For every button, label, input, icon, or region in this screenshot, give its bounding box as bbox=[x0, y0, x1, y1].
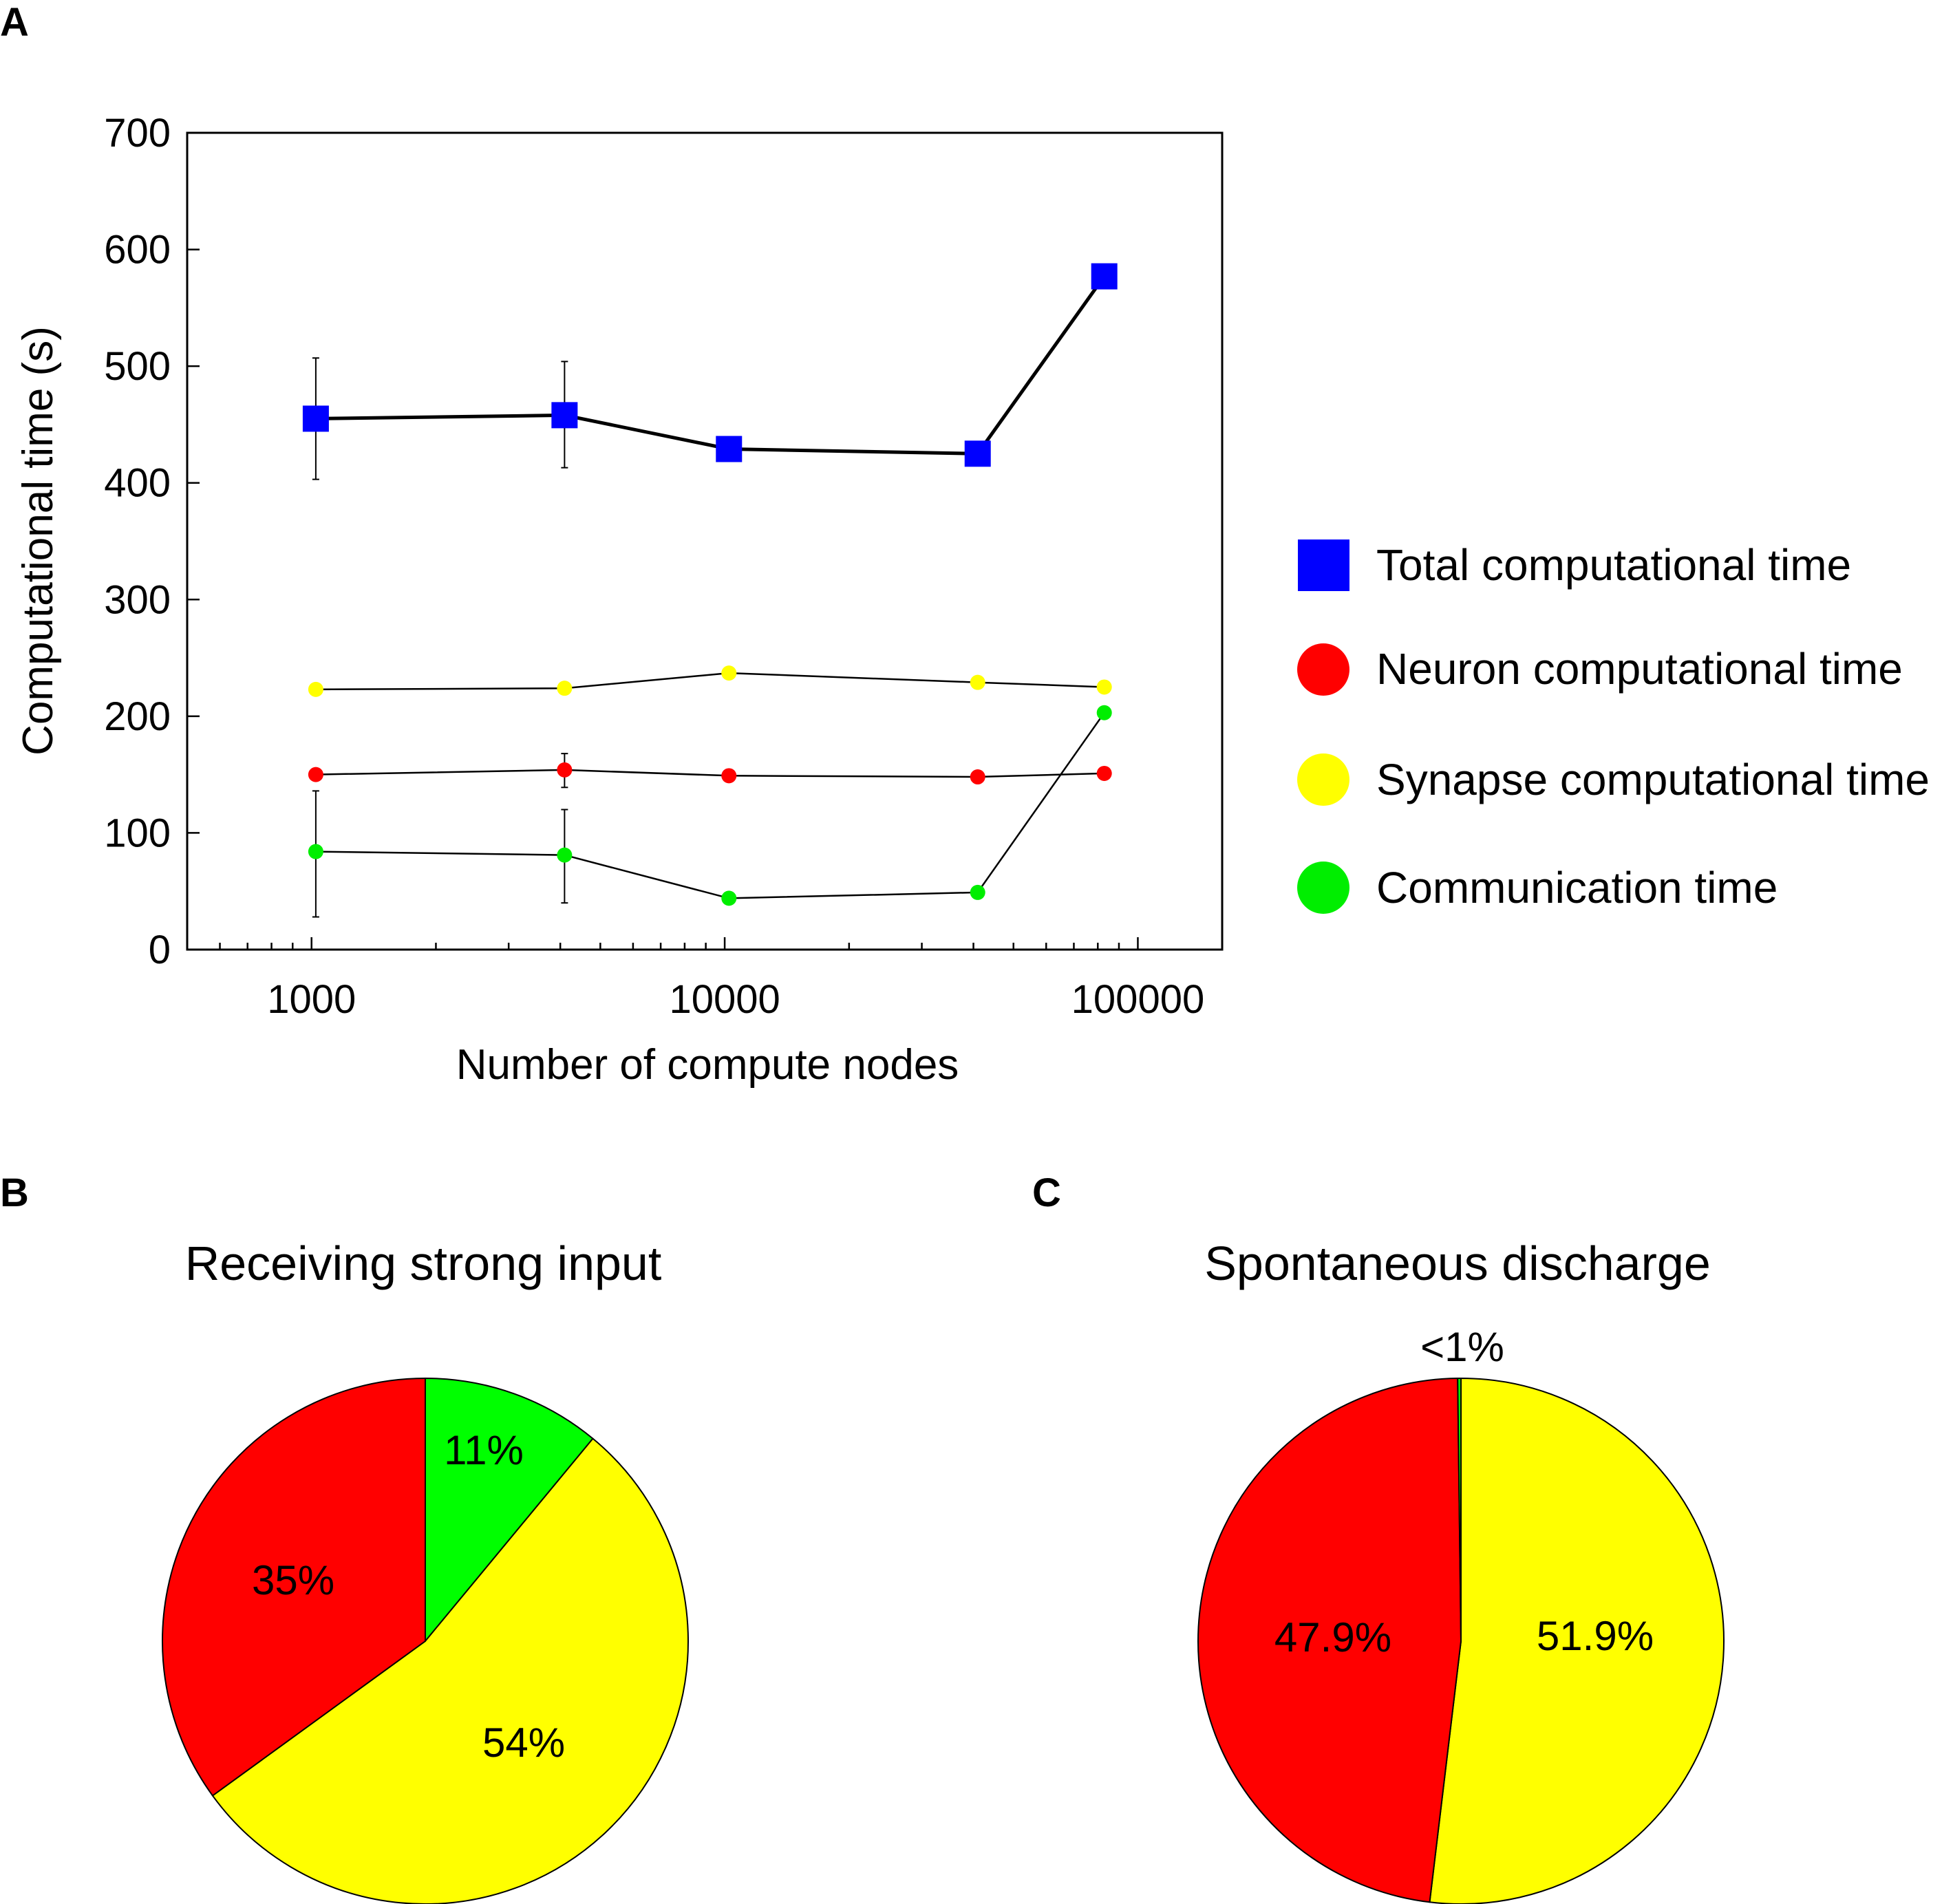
x-axis-label: Number of compute nodes bbox=[456, 1041, 959, 1089]
data-point-neuron bbox=[557, 762, 573, 778]
data-point-total bbox=[716, 436, 743, 462]
data-point-neuron bbox=[1096, 765, 1112, 781]
pie-label-synapse: 54% bbox=[482, 1720, 565, 1766]
y-axis-label: Computational time (s) bbox=[14, 326, 62, 756]
data-point-synapse bbox=[557, 681, 573, 696]
line-chart: 1000 10000 100000 0 100 200 300 400 500 600 700 N… bbox=[14, 111, 1224, 1089]
data-point-synapse bbox=[721, 665, 737, 681]
pie-slices-spontaneous bbox=[1197, 1377, 1725, 1904]
legend-marker-synapse bbox=[1297, 753, 1349, 806]
data-point-neuron bbox=[721, 768, 737, 784]
pie-slice-communication bbox=[425, 1377, 594, 1643]
series-layer bbox=[302, 263, 1118, 918]
data-point-neuron bbox=[970, 769, 985, 785]
data-point-synapse bbox=[308, 681, 323, 697]
series-line-neuron bbox=[315, 769, 1104, 778]
pie-label-communication: <1% bbox=[1420, 1324, 1504, 1370]
legend: Total computational time Neuron computat… bbox=[1297, 539, 1930, 914]
legend-marker-total bbox=[1298, 539, 1349, 591]
series-line-synapse bbox=[315, 672, 1104, 691]
pie-chart-spontaneous: Spontaneous discharge 51.9% 47.9% <1% bbox=[1197, 1237, 1725, 1904]
data-point-neuron bbox=[308, 767, 323, 782]
data-point-total bbox=[302, 405, 329, 432]
data-point-communication bbox=[721, 890, 737, 906]
series-line-communication bbox=[315, 712, 1105, 899]
panel-letter-b: B bbox=[0, 1170, 29, 1215]
data-point-communication bbox=[308, 844, 323, 859]
y-axis-ticks: 0 100 200 300 400 500 600 700 bbox=[104, 111, 200, 972]
pie-slice-synapse bbox=[211, 1437, 689, 1904]
plot-frame bbox=[186, 131, 1224, 951]
legend-label-communication: Communication time bbox=[1376, 863, 1778, 912]
pie-label-communication: 11% bbox=[444, 1427, 524, 1473]
series-neuron bbox=[308, 753, 1112, 789]
data-point-synapse bbox=[970, 674, 985, 690]
y-tick-label: 500 bbox=[104, 344, 171, 389]
pie-label-neuron: 47.9% bbox=[1274, 1614, 1391, 1660]
x-tick-label: 10000 bbox=[669, 977, 780, 1022]
y-tick-label: 600 bbox=[104, 228, 171, 272]
pie-slices-strong-input bbox=[162, 1377, 689, 1904]
data-point-communication bbox=[557, 847, 573, 863]
legend-label-total: Total computational time bbox=[1376, 540, 1851, 590]
legend-label-neuron: Neuron computational time bbox=[1376, 644, 1903, 694]
series-synapse bbox=[308, 665, 1112, 697]
series-communication bbox=[308, 705, 1112, 918]
data-point-total bbox=[1091, 263, 1118, 290]
data-point-communication bbox=[970, 884, 985, 900]
pie-slice-neuron bbox=[1197, 1378, 1462, 1903]
series-line-total bbox=[315, 275, 1106, 456]
pie-title-strong-input: Receiving strong input bbox=[185, 1237, 662, 1290]
legend-label-synapse: Synapse computational time bbox=[1376, 755, 1930, 804]
legend-marker-neuron bbox=[1297, 643, 1349, 696]
panel-letter-a: A bbox=[0, 0, 29, 45]
series-total bbox=[302, 263, 1118, 480]
panel-letter-c: C bbox=[1032, 1170, 1061, 1215]
pie-chart-strong-input: Receiving strong input 11% 54% 35% bbox=[162, 1237, 689, 1904]
y-tick-label: 700 bbox=[104, 111, 171, 156]
pie-label-neuron: 35% bbox=[252, 1557, 334, 1603]
legend-marker-communication bbox=[1297, 862, 1349, 914]
y-tick-label: 0 bbox=[149, 928, 171, 972]
pie-label-synapse: 51.9% bbox=[1537, 1613, 1654, 1659]
pie-slice-synapse bbox=[1429, 1377, 1725, 1904]
y-tick-label: 400 bbox=[104, 461, 171, 506]
y-tick-label: 300 bbox=[104, 577, 171, 622]
data-point-synapse bbox=[1096, 679, 1112, 695]
x-axis-ticks: 1000 10000 100000 bbox=[186, 937, 1205, 1022]
data-point-communication bbox=[1096, 705, 1112, 720]
y-tick-label: 100 bbox=[104, 811, 171, 855]
x-tick-label: 1000 bbox=[267, 977, 356, 1022]
pie-slice-communication bbox=[1457, 1377, 1462, 1642]
x-tick-label: 100000 bbox=[1071, 977, 1205, 1022]
data-point-total bbox=[551, 402, 578, 429]
pie-title-spontaneous: Spontaneous discharge bbox=[1204, 1237, 1711, 1290]
y-tick-label: 200 bbox=[104, 694, 171, 739]
data-point-total bbox=[964, 440, 991, 467]
pie-slice-neuron bbox=[162, 1377, 426, 1797]
